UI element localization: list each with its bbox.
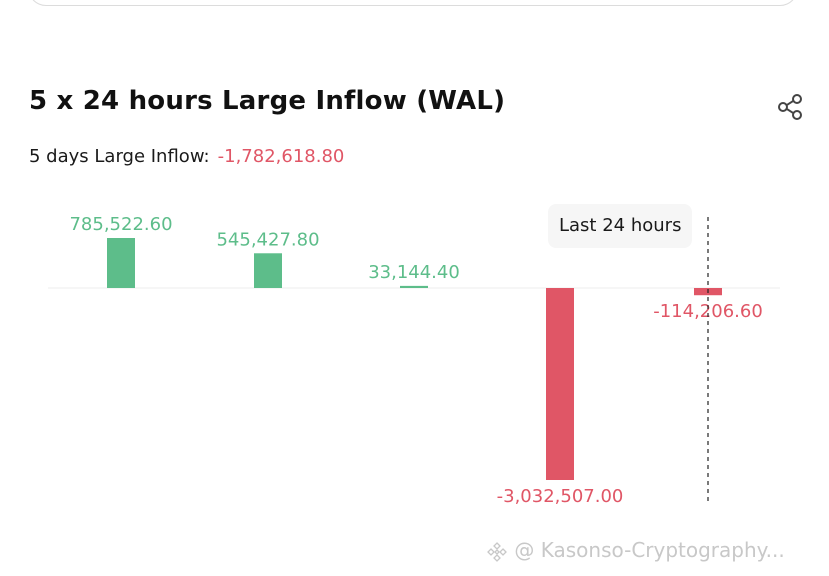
page-title: 5 x 24 hours Large Inflow (WAL) — [29, 86, 506, 116]
inflow-bar-chart[interactable]: 785,522.60 545,427.80 33,144.40 -3,032,507.… — [0, 195, 829, 525]
data-label: -114,206.60 — [653, 301, 763, 322]
bar[interactable] — [400, 285, 428, 288]
bar[interactable] — [546, 288, 574, 480]
watermark: @ Kasonso-Cryptography... — [486, 538, 785, 563]
summary-value: -1,782,618.80 — [217, 146, 345, 167]
share-icon — [778, 94, 802, 120]
data-label: 545,427.80 — [216, 229, 319, 250]
summary-line: 5 days Large Inflow: -1,782,618.80 — [29, 146, 344, 167]
data-label: 785,522.60 — [69, 214, 172, 235]
bar[interactable] — [254, 253, 282, 288]
watermark-logo-icon — [487, 541, 507, 562]
data-label: 33,144.40 — [368, 262, 460, 283]
bar[interactable] — [107, 238, 135, 288]
search-bar[interactable] — [28, 0, 798, 6]
data-label: -3,032,507.00 — [497, 486, 624, 507]
tooltip-label: Last 24 hours — [559, 215, 682, 236]
summary-label: 5 days Large Inflow: — [29, 146, 210, 167]
watermark-text: @ Kasonso-Cryptography... — [514, 538, 785, 562]
share-button[interactable] — [775, 92, 805, 122]
chart-tooltip: Last 24 hours — [548, 204, 693, 248]
